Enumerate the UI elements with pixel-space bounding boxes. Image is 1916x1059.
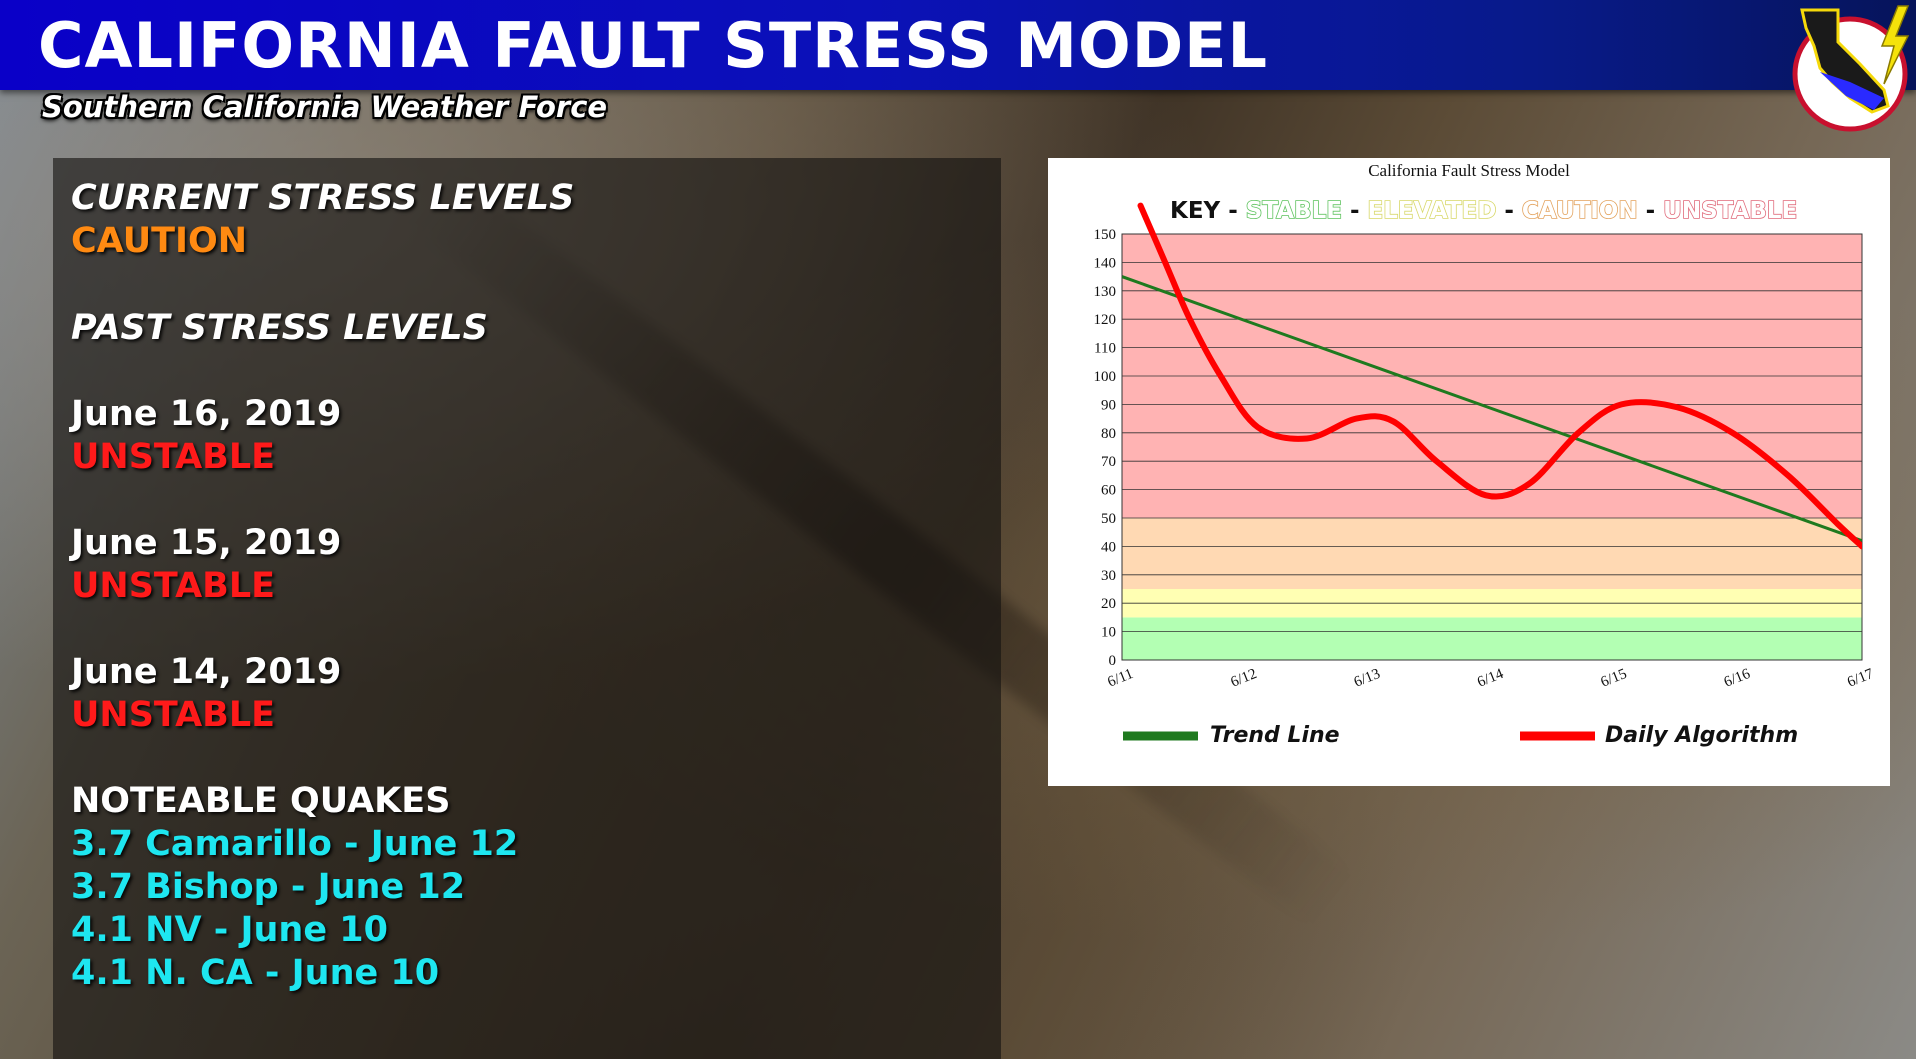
title-banner: CALIFORNIA FAULT STRESS MODEL [0, 0, 1916, 90]
x-tick-label: 6/15 [1598, 666, 1629, 691]
y-tick-label: 30 [1101, 568, 1116, 584]
band-stable [1122, 617, 1862, 660]
chart-key: KEY - STABLE - ELEVATED - CAUTION - UNST… [1170, 197, 1798, 225]
x-tick-label: 6/17 [1845, 666, 1876, 691]
y-tick-label: 50 [1101, 511, 1116, 527]
past-date-2: June 15, 2019 [71, 523, 342, 563]
quake-item-3: 4.1 NV - June 10 [71, 910, 388, 950]
trend-line-series [1122, 275, 1862, 543]
y-tick-label: 100 [1094, 369, 1117, 385]
grid-lines [1121, 233, 1863, 661]
y-tick-label: 40 [1101, 539, 1116, 555]
stress-levels-panel: CURRENT STRESS LEVELS CAUTION PAST STRES… [53, 158, 1001, 1059]
key-item-caution: CAUTION [1522, 198, 1638, 224]
past-stress-heading: PAST STRESS LEVELS [71, 308, 488, 348]
y-tick-label: 0 [1109, 653, 1117, 669]
quake-item-4: 4.1 N. CA - June 10 [71, 953, 440, 993]
weather-force-logo-icon [1792, 5, 1910, 132]
stress-chart: California Fault Stress Model KEY - STAB… [1094, 161, 1877, 748]
y-axis-ticks: 0 10 20 30 40 50 60 70 80 90 100 110 120 130 140 150 [1094, 227, 1117, 669]
key-item-unstable: UNSTABLE [1663, 198, 1797, 224]
key-separator: - [1638, 198, 1664, 224]
y-tick-label: 10 [1101, 625, 1116, 641]
plot-border [1121, 233, 1863, 661]
chart-panel: California Fault Stress Model KEY - STAB… [1048, 158, 1890, 786]
y-tick-label: 60 [1101, 483, 1116, 499]
chart-title: California Fault Stress Model [1368, 161, 1570, 180]
key-separator: - [1342, 198, 1368, 224]
x-tick-label: 6/13 [1352, 666, 1383, 691]
quakes-heading: NOTEABLE QUAKES [71, 781, 451, 821]
quake-item-2: 3.7 Bishop - June 12 [71, 867, 466, 907]
y-tick-label: 120 [1094, 312, 1117, 328]
x-tick-label: 6/11 [1105, 666, 1135, 691]
key-separator: - [1496, 198, 1522, 224]
key-separator: - [1220, 198, 1246, 224]
band-caution [1122, 518, 1862, 589]
chart-series [1122, 202, 1862, 550]
y-tick-label: 110 [1094, 341, 1116, 357]
y-tick-label: 20 [1101, 596, 1116, 612]
current-stress-heading: CURRENT STRESS LEVELS [71, 178, 575, 218]
past-level-3: UNSTABLE [71, 695, 276, 735]
key-item-stable: STABLE [1246, 198, 1342, 224]
quake-item-1: 3.7 Camarillo - June 12 [71, 824, 519, 864]
past-date-1: June 16, 2019 [71, 394, 342, 434]
past-date-3: June 14, 2019 [71, 652, 342, 692]
x-tick-label: 6/16 [1722, 666, 1753, 691]
y-tick-label: 150 [1094, 227, 1117, 243]
past-level-2: UNSTABLE [71, 566, 276, 606]
page-title: CALIFORNIA FAULT STRESS MODEL [38, 9, 1269, 82]
chart-legend: Trend Line Daily Algorithm [1123, 723, 1798, 748]
y-tick-label: 90 [1101, 397, 1116, 413]
key-text: KEY - STABLE - ELEVATED - CAUTION - UNST… [1170, 198, 1797, 224]
y-tick-label: 80 [1101, 426, 1116, 442]
key-item-elevated: ELEVATED [1368, 198, 1497, 224]
page-subtitle: Southern California Weather Force [42, 90, 608, 124]
past-level-1: UNSTABLE [71, 437, 276, 477]
legend-daily-algorithm-label: Daily Algorithm [1605, 723, 1798, 748]
y-tick-label: 70 [1101, 454, 1116, 470]
x-tick-label: 6/14 [1475, 666, 1506, 691]
x-tick-label: 6/12 [1228, 666, 1259, 691]
y-tick-label: 130 [1094, 284, 1117, 300]
daily-algorithm-series [1137, 202, 1862, 550]
y-tick-label: 140 [1094, 255, 1117, 271]
legend-trend-line-label: Trend Line [1210, 723, 1340, 748]
x-axis-ticks: 6/11 6/12 6/13 6/14 6/15 6/16 6/17 [1105, 666, 1876, 691]
current-stress-level: CAUTION [71, 221, 248, 261]
key-label: KEY [1170, 198, 1221, 224]
